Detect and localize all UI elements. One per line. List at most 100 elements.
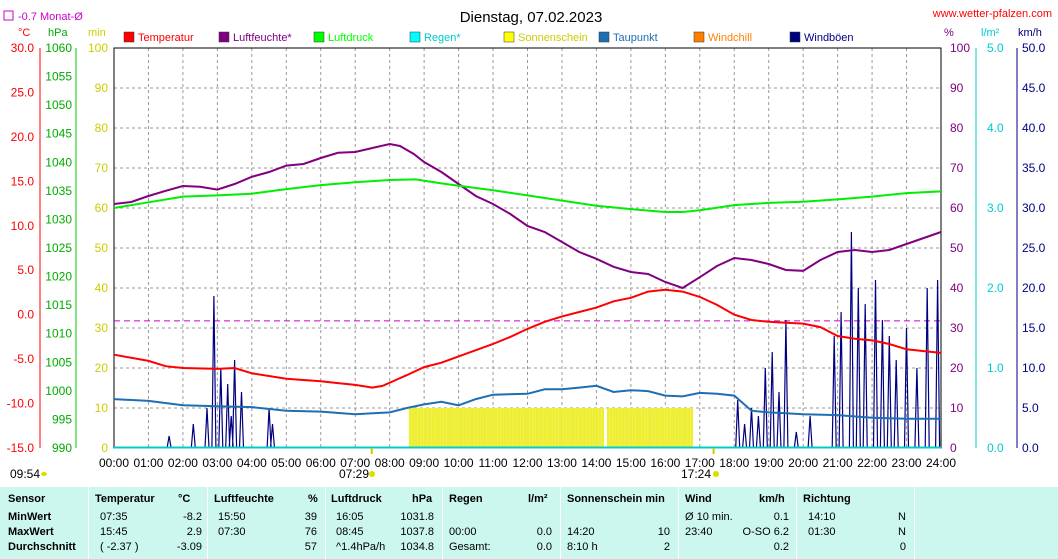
chart-background (0, 0, 1058, 487)
legend-label: Temperatur (138, 32, 194, 44)
sunshine-bar (492, 408, 495, 448)
table-cell-press-time: 16:05 (336, 511, 364, 523)
sunshine-bar (681, 408, 685, 448)
x-tick-label: 13:00 (547, 456, 577, 470)
table-cell-temp-time: 07:35 (100, 511, 128, 523)
sunshine-bar (572, 408, 576, 448)
temp-unit-label: °C (18, 27, 30, 39)
temp-tick-label: 20.0 (11, 130, 35, 144)
legend-label: Windböen (804, 32, 854, 44)
table-cell-hum-time: 07:30 (218, 526, 246, 538)
rain-tick-label: 4.0 (987, 121, 1004, 135)
sunshine-bar (612, 408, 616, 448)
table-cell-rain-val: 0.0 (536, 541, 552, 553)
sunshine-bar (578, 408, 582, 448)
x-tick-label: 23:00 (892, 456, 922, 470)
sunshine-bar (555, 408, 559, 448)
sunshine-bar (520, 408, 524, 448)
x-tick-label: 20:00 (788, 456, 818, 470)
weather-chart: Dienstag, 07.02.2023 www.wetter-pfalzen.c… (0, 0, 1058, 487)
table-cell-label: MaxWert (8, 526, 54, 538)
table-cell-dir-time: 01:30 (808, 526, 836, 538)
sunshine-bar (601, 408, 605, 448)
rain-tick-label: 0.0 (987, 441, 1004, 455)
sunshine-bar (414, 408, 418, 448)
table-cell-wind-time: 23:40 (685, 526, 713, 538)
header-wind: Wind (685, 493, 712, 505)
humidity-tick-label: 100 (950, 41, 970, 55)
table-cell-label: MinWert (8, 511, 52, 523)
wind-unit-label: km/h (1018, 27, 1042, 39)
monthly-avg-label: -0.7 Monat-Ø (18, 11, 83, 23)
x-tick-label: 07:00 (340, 456, 370, 470)
header-luftfeuchte: Luftfeuchte (214, 493, 274, 505)
wind-gust-line (166, 231, 941, 449)
wind-tick-label: 30.0 (1022, 201, 1046, 215)
pressure-tick-label: 995 (52, 412, 72, 426)
table-cell-temp-val: -8.2 (183, 511, 202, 523)
sunshine-bar (497, 408, 501, 448)
temp-tick-label: 15.0 (11, 174, 35, 188)
sunshine-bar (517, 408, 521, 448)
sunshine-bar (675, 408, 679, 448)
table-cell-dir-val: N (898, 511, 906, 523)
sunshine-bar (454, 408, 458, 448)
x-tick-label: 08:00 (375, 456, 405, 470)
sunshine-bar (543, 408, 547, 448)
sunshine-bar (632, 408, 636, 448)
x-tick-label: 01:00 (133, 456, 163, 470)
sun-tick-label: 0 (101, 441, 108, 455)
legend-label: Luftfeuchte* (233, 32, 292, 44)
rain-tick-label: 1.0 (987, 361, 1004, 375)
chart-title: Dienstag, 07.02.2023 (460, 9, 603, 26)
sunshine-bar (466, 408, 470, 448)
table-cell-rain-val: 0.0 (536, 526, 552, 538)
sunshine-bar (512, 408, 516, 448)
sunshine-bar (451, 408, 455, 448)
sun-tick-label: 70 (95, 161, 109, 175)
x-tick-label: 12:00 (512, 456, 542, 470)
x-tick-label: 02:00 (168, 456, 198, 470)
sun-unit-label: min (88, 27, 106, 39)
sunshine-bar (469, 408, 472, 448)
sunshine-bars (408, 408, 694, 448)
table-cell-wind-val: 0.1 (773, 511, 789, 523)
sunshine-bar (635, 408, 639, 448)
legend-label: Sonnenschein (518, 32, 588, 44)
pressure-tick-label: 1035 (45, 184, 72, 198)
sunset-icon (713, 471, 719, 477)
humidity-tick-label: 0 (950, 441, 957, 455)
sunshine-bar (423, 408, 426, 448)
sunshine-bar (515, 408, 518, 448)
humidity-tick-label: 20 (950, 361, 964, 375)
sunshine-bar (664, 408, 668, 448)
sunshine-bar (678, 408, 682, 448)
sunshine-bar (624, 408, 628, 448)
x-tick-label: 09:00 (409, 456, 439, 470)
humidity-tick-label: 70 (950, 161, 964, 175)
sun-tick-label: 20 (95, 361, 109, 375)
x-tick-label: 00:00 (99, 456, 129, 470)
table-cell-dir-time: 14:10 (808, 511, 836, 523)
sunshine-bar (426, 408, 429, 448)
wind-tick-label: 0.0 (1022, 441, 1039, 455)
sunshine-bar (638, 408, 642, 448)
sun-tick-label: 60 (95, 201, 109, 215)
table-cell-sun-val: 10 (657, 526, 670, 538)
sunshine-bar (440, 408, 444, 448)
pressure-tick-label: 1030 (45, 212, 72, 226)
x-tick-label: 21:00 (823, 456, 853, 470)
sunshine-bar (589, 408, 593, 448)
sunshine-bar (561, 408, 564, 448)
pressure-tick-label: 1010 (45, 327, 72, 341)
header-regen: Regen (449, 493, 483, 505)
sunshine-bar (457, 408, 461, 448)
sunshine-bar (655, 408, 659, 448)
sunshine-bar (618, 408, 622, 448)
x-tick-label: 11:00 (478, 456, 507, 470)
sunshine-bar (532, 408, 536, 448)
x-tick-label: 24:00 (926, 456, 956, 470)
humidity-tick-label: 50 (950, 241, 964, 255)
legend-label: Luftdruck (328, 32, 374, 44)
wind-tick-label: 35.0 (1022, 161, 1046, 175)
